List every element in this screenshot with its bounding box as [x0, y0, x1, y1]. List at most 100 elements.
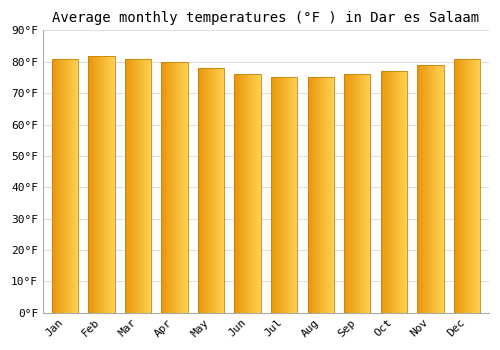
- Bar: [389, 71, 390, 313]
- Bar: [274, 77, 276, 313]
- Bar: [332, 77, 333, 313]
- Bar: [241, 74, 242, 313]
- Bar: [271, 77, 272, 313]
- Bar: [129, 59, 130, 313]
- Bar: [348, 74, 349, 313]
- Bar: [393, 71, 394, 313]
- Bar: [175, 62, 176, 313]
- Bar: [311, 77, 312, 313]
- Bar: [199, 68, 200, 313]
- Bar: [324, 77, 325, 313]
- Bar: [237, 74, 238, 313]
- Bar: [277, 77, 278, 313]
- Bar: [466, 59, 467, 313]
- Bar: [290, 77, 291, 313]
- Bar: [202, 68, 203, 313]
- Bar: [254, 74, 255, 313]
- Bar: [362, 74, 363, 313]
- Bar: [174, 62, 175, 313]
- Bar: [321, 77, 322, 313]
- Bar: [206, 68, 207, 313]
- Bar: [459, 59, 460, 313]
- Bar: [323, 77, 324, 313]
- Bar: [245, 74, 246, 313]
- Bar: [255, 74, 256, 313]
- Bar: [286, 77, 287, 313]
- Bar: [236, 74, 237, 313]
- Bar: [472, 59, 473, 313]
- Bar: [138, 59, 139, 313]
- Bar: [134, 59, 135, 313]
- Bar: [105, 56, 106, 313]
- Bar: [386, 71, 387, 313]
- Bar: [65, 59, 66, 313]
- Bar: [257, 74, 258, 313]
- Bar: [91, 56, 92, 313]
- Bar: [204, 68, 205, 313]
- Bar: [62, 59, 63, 313]
- Bar: [404, 71, 405, 313]
- Bar: [428, 65, 429, 313]
- Bar: [439, 65, 440, 313]
- Bar: [110, 56, 111, 313]
- Bar: [250, 74, 251, 313]
- Bar: [435, 65, 436, 313]
- Bar: [243, 74, 244, 313]
- Bar: [475, 59, 476, 313]
- Bar: [70, 59, 71, 313]
- Bar: [308, 77, 334, 313]
- Bar: [294, 77, 295, 313]
- Bar: [92, 56, 93, 313]
- Bar: [145, 59, 146, 313]
- Bar: [461, 59, 462, 313]
- Bar: [88, 56, 89, 313]
- Bar: [468, 59, 469, 313]
- Bar: [108, 56, 109, 313]
- Bar: [417, 65, 418, 313]
- Bar: [59, 59, 60, 313]
- Bar: [198, 68, 199, 313]
- Bar: [417, 65, 444, 313]
- Bar: [283, 77, 284, 313]
- Bar: [390, 71, 392, 313]
- Bar: [424, 65, 425, 313]
- Bar: [477, 59, 478, 313]
- Bar: [180, 62, 181, 313]
- Bar: [223, 68, 224, 313]
- Bar: [54, 59, 55, 313]
- Bar: [137, 59, 138, 313]
- Bar: [72, 59, 73, 313]
- Bar: [198, 68, 224, 313]
- Bar: [426, 65, 427, 313]
- Bar: [313, 77, 314, 313]
- Bar: [148, 59, 149, 313]
- Bar: [100, 56, 101, 313]
- Bar: [113, 56, 114, 313]
- Bar: [109, 56, 110, 313]
- Bar: [102, 56, 103, 313]
- Bar: [289, 77, 290, 313]
- Bar: [183, 62, 184, 313]
- Bar: [216, 68, 217, 313]
- Bar: [469, 59, 470, 313]
- Bar: [88, 56, 115, 313]
- Bar: [367, 74, 368, 313]
- Bar: [278, 77, 279, 313]
- Bar: [208, 68, 209, 313]
- Bar: [282, 77, 283, 313]
- Bar: [273, 77, 274, 313]
- Bar: [252, 74, 253, 313]
- Bar: [400, 71, 401, 313]
- Bar: [112, 56, 113, 313]
- Bar: [294, 77, 296, 313]
- Bar: [239, 74, 240, 313]
- Bar: [310, 77, 311, 313]
- Bar: [200, 68, 201, 313]
- Bar: [142, 59, 143, 313]
- Bar: [354, 74, 356, 313]
- Bar: [247, 74, 248, 313]
- Bar: [361, 74, 362, 313]
- Bar: [455, 59, 456, 313]
- Bar: [126, 59, 127, 313]
- Bar: [238, 74, 240, 313]
